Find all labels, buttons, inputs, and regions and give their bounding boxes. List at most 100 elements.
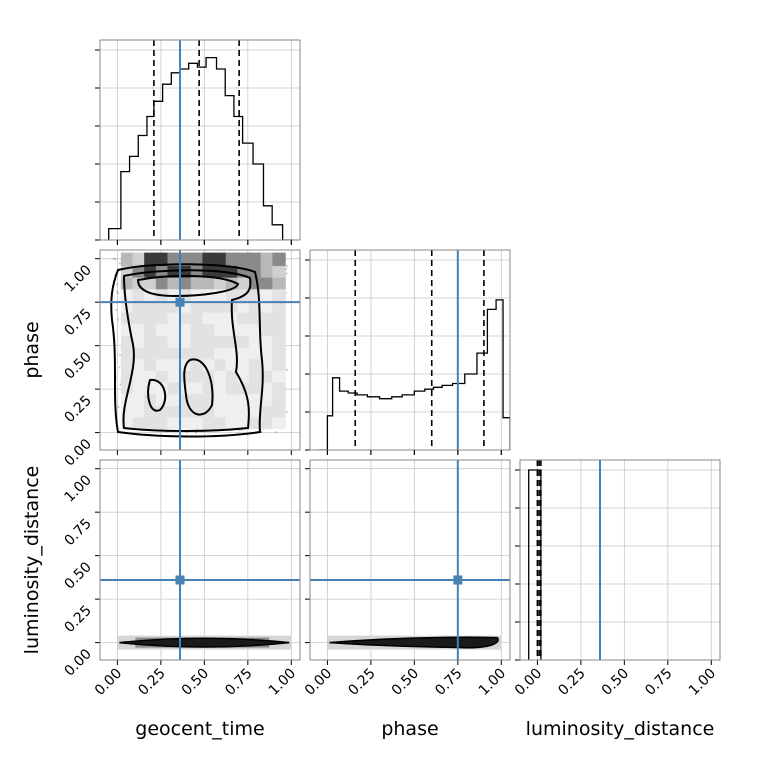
density-cell xyxy=(202,392,216,406)
y-axis-label-phase: phase xyxy=(21,321,43,378)
density-cell xyxy=(120,380,135,395)
density-cell xyxy=(167,287,181,301)
panel-border xyxy=(309,249,511,451)
truth-marker xyxy=(453,575,463,585)
sample-point xyxy=(115,309,118,312)
density-cell xyxy=(202,345,216,360)
x-axis-label-luminosity-distance: luminosity_distance xyxy=(526,718,715,740)
density-cell xyxy=(272,310,286,325)
panel-luminosity-distance-vs-geocent-time: 0.000.00 0.25 0.25 0.50 0.50 0.75 0.75 1.00 1.00 xyxy=(61,459,301,699)
x-tick-label: 0.75 xyxy=(642,666,675,699)
panel-background xyxy=(310,250,510,450)
density-cell xyxy=(272,404,286,418)
y-axis-label-luminosity-distance: luminosity_distance xyxy=(21,466,43,655)
panel-phase-vs-geocent-time: 0.00 0.25 0.50 0.75 1.00 xyxy=(61,249,301,469)
density-cell xyxy=(179,322,193,336)
density-cell xyxy=(272,287,286,301)
density-cell xyxy=(144,404,158,418)
density-cell xyxy=(272,369,286,383)
density-cell xyxy=(132,380,146,395)
density-cell xyxy=(167,392,181,406)
density-cell xyxy=(272,264,286,278)
density-cell xyxy=(272,345,286,360)
density-cell xyxy=(155,252,170,267)
density-cell xyxy=(214,322,228,336)
x-tick-label: 0.75 xyxy=(432,666,465,699)
density-cell xyxy=(249,392,263,406)
sample-point xyxy=(114,258,117,261)
y-tick-label: 1.00 xyxy=(61,262,94,295)
density-cell xyxy=(260,369,275,383)
sample-point xyxy=(118,262,121,265)
density-cell xyxy=(202,334,216,348)
density-cell xyxy=(179,334,193,348)
density-cell xyxy=(272,322,286,336)
density-cell xyxy=(132,334,146,348)
density-cell xyxy=(249,357,263,371)
density-cell xyxy=(167,252,181,267)
contour-group xyxy=(110,263,264,438)
density-cell xyxy=(179,345,193,360)
density-cell xyxy=(144,322,158,336)
density-cell xyxy=(214,404,228,418)
density-cell xyxy=(249,264,263,278)
density-cell xyxy=(260,310,275,325)
panel-border xyxy=(99,459,301,661)
sample-point xyxy=(117,405,120,408)
density-cell xyxy=(260,264,275,278)
density-cell xyxy=(120,252,135,267)
y-tick-label: 0.50 xyxy=(61,349,94,382)
density-cell xyxy=(202,310,216,325)
x-tick-label: 0.25 xyxy=(135,666,168,699)
x-tick-label: 0.00 xyxy=(92,666,125,699)
panel-background xyxy=(100,460,300,660)
sample-point xyxy=(275,431,278,434)
density-cell xyxy=(132,287,146,301)
sample-point xyxy=(285,272,288,275)
density-cell xyxy=(155,334,170,348)
contour-mid xyxy=(122,269,252,432)
density-cell xyxy=(249,252,263,267)
density-cell xyxy=(272,357,286,371)
contour-inner xyxy=(183,358,214,416)
density-cell xyxy=(237,310,251,325)
contour-band xyxy=(329,636,499,649)
panel-border xyxy=(519,459,721,661)
density-cell xyxy=(179,415,193,430)
panel-border xyxy=(99,249,301,451)
truth-marker xyxy=(175,297,185,307)
density-cell xyxy=(155,275,170,290)
density-cell xyxy=(225,380,240,395)
density-cell xyxy=(120,322,135,336)
density-cell xyxy=(132,404,146,418)
sample-point xyxy=(112,257,115,260)
density-map xyxy=(120,252,286,430)
contour-core xyxy=(136,274,240,298)
density-cell xyxy=(225,334,240,348)
y-tick-label: 0.25 xyxy=(61,603,94,636)
density-cell xyxy=(179,287,193,301)
x-axis-label-geocent-time: geocent_time xyxy=(135,718,264,740)
density-cell xyxy=(272,415,286,430)
panel-border xyxy=(99,39,301,241)
density-cell xyxy=(190,415,205,430)
density-cell xyxy=(214,310,228,325)
sample-point xyxy=(119,354,122,357)
density-cell xyxy=(214,357,228,371)
density-cell xyxy=(202,252,216,267)
density-cell xyxy=(190,380,205,395)
density-cell xyxy=(190,345,205,360)
y-tick-label: 0.75 xyxy=(61,306,94,339)
density-cell xyxy=(144,415,158,430)
panel-luminosity-distance-vs-phase: 0.00 0.25 0.50 0.75 1.00 xyxy=(302,459,511,699)
density-cell xyxy=(132,415,146,430)
density-cell xyxy=(237,404,251,418)
density-cell xyxy=(155,322,170,336)
density-cell xyxy=(249,380,263,395)
density-cell xyxy=(202,415,216,430)
density-cell xyxy=(260,380,275,395)
density-cell xyxy=(272,392,286,406)
density-cell xyxy=(237,334,251,348)
density-cell xyxy=(214,415,228,430)
